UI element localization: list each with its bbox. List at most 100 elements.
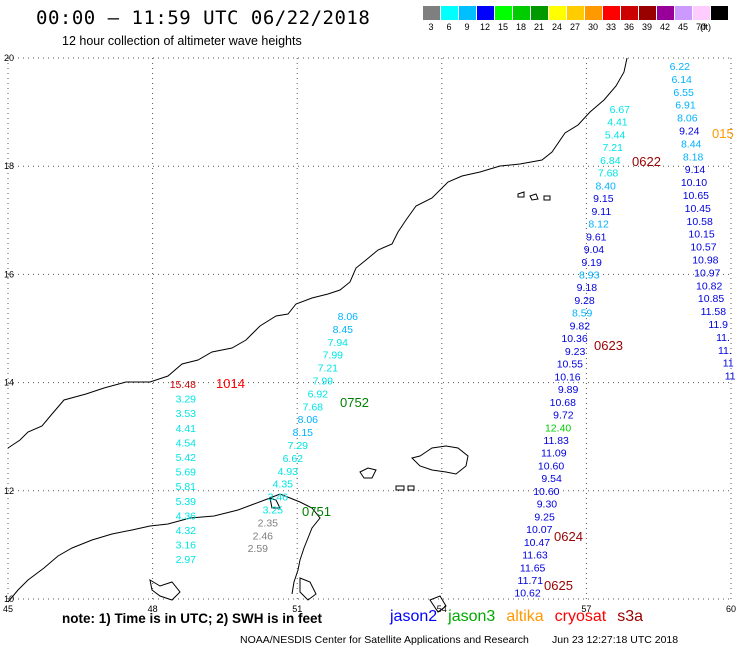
wave-height-label: 10.36 — [561, 333, 587, 345]
coastline-segment — [407, 485, 415, 491]
legend-swatch — [422, 6, 440, 20]
wave-height-label: 10.68 — [550, 397, 576, 409]
wave-height-label: 7.99 — [323, 350, 344, 362]
coastline-segment — [299, 577, 317, 601]
lat-tick-label: 20 — [4, 53, 14, 63]
wave-height-label: 4.35 — [273, 479, 294, 491]
legend-label: 36 — [623, 22, 634, 32]
legend-bin: 45 — [674, 6, 692, 32]
wave-height-label: 9.72 — [553, 410, 574, 422]
lon-tick-label: 57 — [581, 604, 591, 614]
wave-height-label: 9.61 — [586, 231, 607, 243]
wave-height-label: 10.65 — [683, 190, 709, 202]
wave-height-label: 9.14 — [685, 164, 706, 176]
legend-bin: 9 — [458, 6, 476, 32]
wave-height-label: 3.46 — [268, 492, 289, 504]
lat-lon-grid — [7, 57, 732, 600]
wave-height-label: 11.83 — [543, 435, 569, 447]
track-far-right: 6.226.146.556.918.069.248.448.189.1410.1… — [670, 61, 736, 383]
wave-height-label: 2.35 — [258, 517, 279, 529]
pass-time-label: 0624 — [554, 529, 583, 544]
legend-swatch — [584, 6, 602, 20]
wave-height-label: 11.71 — [518, 575, 544, 587]
wave-height-label: 7.68 — [598, 168, 619, 180]
wave-height-label: 8.12 — [588, 219, 609, 231]
wave-height-label: 7.29 — [288, 440, 309, 452]
legend-swatch — [620, 6, 638, 20]
coastline-segment — [529, 193, 539, 201]
legend-label: 15 — [497, 22, 508, 32]
pass-time-label: 0622 — [632, 154, 661, 169]
wave-height-label: 10.82 — [696, 280, 722, 292]
wave-height-label: 9.54 — [541, 473, 562, 485]
pass-time-label: 0623 — [594, 338, 623, 353]
wave-height-label: 5.44 — [605, 129, 626, 141]
wave-height-label: 10.60 — [538, 460, 564, 472]
wave-height-label: 10.45 — [685, 203, 711, 215]
satellite-tracks: 15.48 3.29 3.53 4.41 4.54 5.42 5.69 5.81 5.39 4.3… — [170, 61, 736, 600]
wave-height-label: 9.18 — [577, 282, 598, 294]
wave-height-label: 10.55 — [557, 359, 583, 371]
legend-swatch — [440, 6, 458, 20]
track-left: 15.48 3.29 3.53 4.41 4.54 5.42 5.69 5.81 5.39 4.3… — [170, 376, 245, 566]
wave-height-label: 2.59 — [248, 543, 269, 555]
lon-tick-label: 45 — [3, 604, 13, 614]
legend-label: 9 — [464, 22, 470, 32]
legend-swatch — [710, 6, 728, 20]
legend-label: 24 — [551, 22, 562, 32]
wave-height-label: 6.62 — [283, 453, 304, 465]
legend-swatch — [548, 6, 566, 20]
wave-height-label: 8.59 — [572, 308, 593, 320]
wave-height-label: 9.11 — [592, 206, 612, 218]
legend-label: 18 — [515, 22, 526, 32]
legend-bin: 33 — [602, 6, 620, 32]
legend-swatch — [566, 6, 584, 20]
legend-bin: 21 — [530, 6, 548, 32]
wave-height-label: 4.36 — [176, 510, 197, 522]
legend-bin: 30 — [584, 6, 602, 32]
wave-height-label: 10.98 — [692, 255, 718, 267]
wave-height-label: 8.93 — [579, 269, 600, 281]
satellite-key-jason3: jason3 — [448, 608, 496, 625]
wave-height-label: 7.21 — [318, 363, 339, 375]
wave-height-label: 9.23 — [565, 346, 586, 358]
coastline-segment — [149, 578, 181, 601]
wave-height-label: 7.99 — [313, 376, 334, 388]
legend-bin: 24 — [548, 6, 566, 32]
lat-tick-label: 16 — [4, 269, 14, 279]
track-right: 6.674.415.447.216.847.688.409.159.118.12… — [514, 104, 661, 600]
page-subtitle: 12 hour collection of altimeter wave hei… — [62, 34, 302, 48]
wave-height-label: 9.30 — [537, 499, 558, 511]
legend-bin: 39 — [638, 6, 656, 32]
wave-height-label: 8.18 — [683, 151, 704, 163]
wave-height-label: 12.40 — [545, 422, 571, 434]
pass-time-label: 015 — [712, 126, 734, 141]
wave-height-label: 3.29 — [176, 394, 197, 406]
wave-height-label: 15.48 — [170, 379, 196, 391]
legend-label: 70 — [695, 22, 706, 32]
coastline-segment — [7, 493, 321, 603]
lon-tick-label: 51 — [292, 604, 302, 614]
wave-height-label: 10.47 — [524, 537, 550, 549]
wave-height-label: 4.93 — [278, 466, 299, 478]
wave-height-label: 5.81 — [176, 481, 197, 493]
pass-time-label: 0752 — [340, 395, 369, 410]
wave-height-label: 9.89 — [558, 384, 579, 396]
satellite-key-altika: altika — [506, 608, 544, 625]
wave-height-label: 9.24 — [679, 126, 700, 138]
legend-unit: (ft) — [700, 22, 711, 32]
wave-height-label: 6.14 — [671, 74, 692, 86]
coastline-segment — [429, 595, 447, 613]
wave-height-label: 11.63 — [522, 550, 548, 562]
coastline-segment — [269, 497, 281, 509]
wave-height-label: 10.58 — [687, 216, 713, 228]
legend-swatch — [512, 6, 530, 20]
wave-height-label: 7.68 — [303, 401, 324, 413]
legend-bin — [710, 6, 728, 32]
track-mid: 8.068.457.947.997.217.996.927.688.068.15… — [248, 311, 369, 555]
wave-height-label: 10.57 — [690, 242, 716, 254]
legend-swatch — [638, 6, 656, 20]
wave-height-label: 6.55 — [673, 87, 694, 99]
wave-height-label: 11.58 — [701, 306, 727, 318]
